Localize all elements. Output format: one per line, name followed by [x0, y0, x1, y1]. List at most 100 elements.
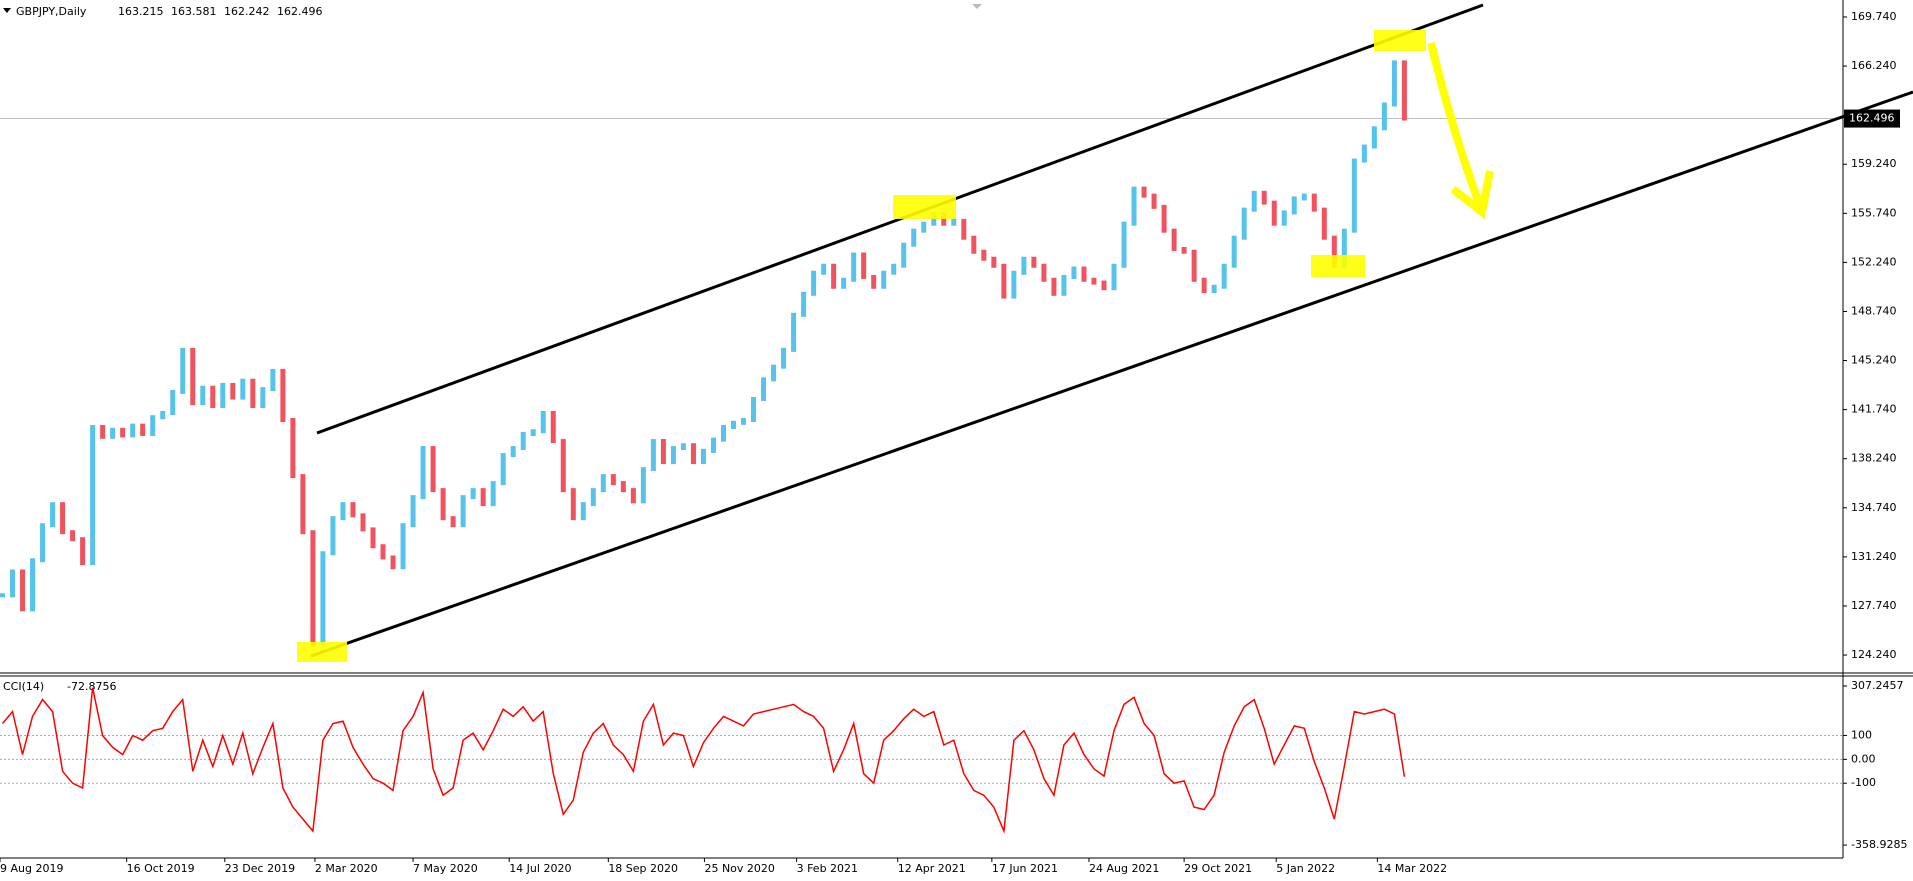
y-tick-label: 0.00	[1851, 752, 1876, 765]
candle	[60, 502, 66, 535]
candle	[1051, 277, 1057, 296]
candle	[690, 443, 696, 465]
candle	[861, 252, 867, 279]
candle	[1241, 207, 1247, 240]
candle	[1161, 204, 1167, 233]
candle	[70, 530, 76, 542]
candle	[1341, 228, 1347, 268]
candle	[741, 418, 747, 425]
y-tick-label: -358.9285	[1851, 838, 1907, 851]
candle	[781, 347, 787, 369]
candle	[170, 389, 176, 415]
candle	[1081, 266, 1087, 282]
current-price-box	[1844, 109, 1900, 128]
candle	[991, 256, 997, 268]
candle	[480, 488, 486, 507]
channel-lower	[310, 90, 1913, 658]
candle	[130, 423, 136, 438]
candle	[0, 593, 6, 598]
candle	[710, 437, 716, 453]
candle	[811, 270, 817, 296]
candle	[891, 263, 897, 275]
candle	[961, 218, 967, 240]
candle	[981, 249, 987, 261]
x-tick-label: 3 Feb 2021	[797, 862, 858, 875]
candle	[1311, 193, 1317, 212]
candle	[280, 368, 286, 423]
candle	[1331, 235, 1337, 268]
y-tick-label: 141.740	[1851, 403, 1897, 416]
candle	[20, 569, 26, 612]
candle	[400, 523, 406, 570]
candle	[580, 502, 586, 521]
candle	[640, 467, 646, 504]
candle	[1011, 270, 1017, 299]
candle	[1211, 284, 1217, 293]
y-tick-label: 134.740	[1851, 501, 1897, 514]
candle	[620, 481, 626, 493]
candle	[1191, 249, 1197, 282]
highlight	[1311, 255, 1365, 277]
x-tick-label: 24 Aug 2021	[1089, 862, 1159, 875]
candle	[560, 439, 566, 493]
candle	[831, 263, 837, 289]
candle	[851, 252, 857, 282]
candle	[1231, 235, 1237, 268]
candle	[600, 474, 606, 493]
candle	[310, 530, 316, 647]
scroll-marker	[972, 4, 982, 9]
candle	[350, 502, 356, 518]
header-value: 163.581	[171, 5, 217, 18]
candle	[380, 544, 386, 560]
candle	[520, 432, 526, 451]
y-tick-label: 124.240	[1851, 648, 1897, 661]
candle	[1391, 60, 1397, 107]
x-tick-label: 14 Jul 2020	[509, 862, 571, 875]
candle	[330, 516, 336, 556]
candle	[1061, 274, 1067, 296]
x-tick-label: 12 Apr 2021	[898, 862, 966, 875]
candle	[40, 523, 46, 563]
candle	[1111, 263, 1117, 291]
x-tick-label: 25 Nov 2020	[704, 862, 774, 875]
candle	[440, 488, 446, 521]
candle	[150, 415, 156, 437]
candle	[1071, 266, 1077, 279]
current-price-label: 162.496	[1849, 112, 1895, 125]
candle	[200, 385, 206, 406]
candle	[1031, 256, 1037, 268]
candle	[470, 488, 476, 500]
candle	[791, 312, 797, 352]
candle	[420, 446, 426, 500]
menu-arrow	[3, 8, 11, 13]
candle	[460, 495, 466, 528]
x-tick-label: 16 Oct 2019	[127, 862, 195, 875]
candle	[90, 425, 96, 566]
y-tick-label: 145.240	[1851, 354, 1897, 367]
candle	[500, 453, 506, 486]
candle	[190, 347, 196, 406]
candle	[360, 513, 366, 532]
highlight	[1374, 30, 1426, 51]
candles	[0, 60, 1843, 647]
candle	[771, 364, 777, 382]
candle	[901, 242, 907, 268]
candle	[140, 423, 146, 437]
candle	[300, 474, 306, 535]
candle	[1281, 210, 1287, 226]
candle	[971, 235, 977, 254]
candle	[751, 396, 757, 423]
candle	[1151, 193, 1157, 209]
candle	[530, 429, 536, 437]
candle	[240, 378, 246, 400]
candle	[1361, 144, 1367, 163]
y-tick-label: -100	[1851, 776, 1876, 789]
candle	[510, 446, 516, 458]
candle	[1141, 186, 1147, 198]
candle	[1101, 280, 1107, 291]
y-tick-label: 155.740	[1851, 206, 1897, 219]
header-value: 162.496	[277, 5, 323, 18]
y-tick-label: 138.240	[1851, 452, 1897, 465]
